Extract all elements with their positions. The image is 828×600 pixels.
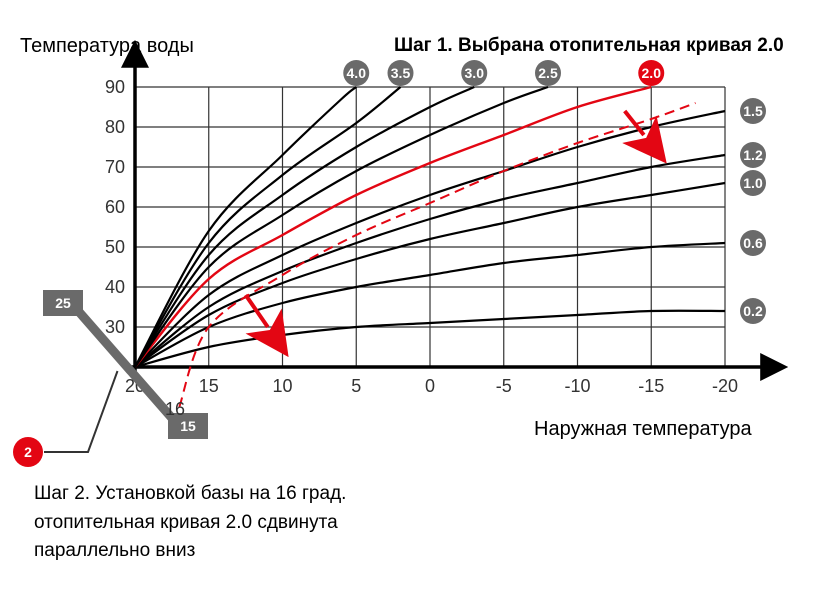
curve-badge-label: 3.0 bbox=[465, 65, 485, 81]
x-tick-label: 0 bbox=[425, 376, 435, 396]
curve-badge-label: 0.6 bbox=[743, 235, 763, 251]
curve-badge-label: 3.5 bbox=[391, 65, 411, 81]
x-axis-title: Наружная температура bbox=[534, 418, 752, 441]
step2-line3: параллельно вниз bbox=[34, 537, 346, 566]
sixteen-label: 16 bbox=[165, 399, 185, 419]
curve-badge-label: 4.0 bbox=[347, 65, 367, 81]
y-tick-label: 60 bbox=[105, 197, 125, 217]
base-bottom-label: 15 bbox=[180, 418, 196, 434]
step2-line1: Шаг 2. Установкой базы на 16 град. bbox=[34, 480, 346, 509]
curve-badge-label: 2.0 bbox=[642, 65, 662, 81]
x-tick-label: -10 bbox=[564, 376, 590, 396]
x-tick-label: 5 bbox=[351, 376, 361, 396]
y-tick-label: 90 bbox=[105, 77, 125, 97]
curve-badge-label: 2.5 bbox=[538, 65, 558, 81]
step2-line2: отопительная кривая 2.0 сдвинута bbox=[34, 509, 346, 538]
x-tick-label: -20 bbox=[712, 376, 738, 396]
curve-badge-label: 1.5 bbox=[743, 103, 763, 119]
curve-badge-label: 1.0 bbox=[743, 175, 763, 191]
x-tick-label: -5 bbox=[496, 376, 512, 396]
callout-line bbox=[44, 371, 118, 452]
base-top-label: 25 bbox=[55, 295, 71, 311]
y-tick-label: 80 bbox=[105, 117, 125, 137]
shifted-curve bbox=[179, 103, 695, 407]
curve-badge-label: 1.2 bbox=[743, 147, 763, 163]
y-tick-label: 70 bbox=[105, 157, 125, 177]
x-tick-label: -15 bbox=[638, 376, 664, 396]
step2-badge-label: 2 bbox=[24, 444, 32, 460]
x-tick-label: 10 bbox=[272, 376, 292, 396]
y-tick-label: 50 bbox=[105, 237, 125, 257]
curve-badge-label: 0.2 bbox=[743, 303, 763, 319]
y-tick-label: 40 bbox=[105, 277, 125, 297]
chart-container: Температура воды Шаг 1. Выбрана отопител… bbox=[0, 0, 828, 600]
x-tick-label: 15 bbox=[199, 376, 219, 396]
step2-text: Шаг 2. Установкой базы на 16 град. отопи… bbox=[34, 480, 346, 566]
shift-arrow-icon bbox=[246, 295, 268, 327]
y-tick-label: 30 bbox=[105, 317, 125, 337]
